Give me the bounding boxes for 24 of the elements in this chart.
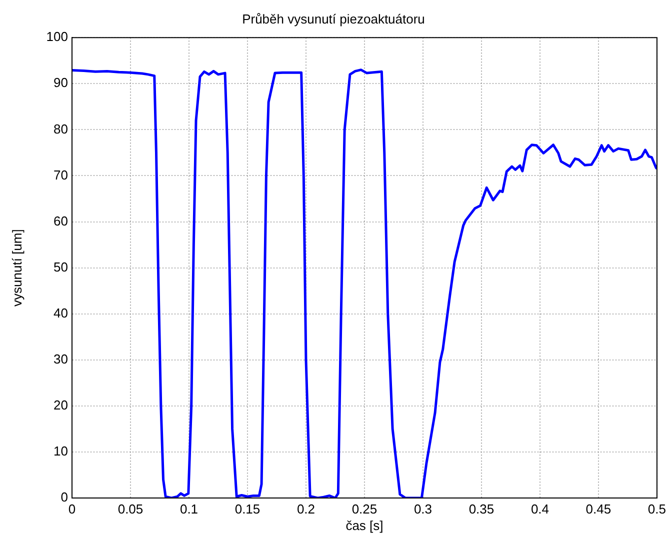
y-tick-label: 70	[54, 167, 68, 182]
y-tick-label: 40	[54, 305, 68, 320]
chart-title: Průběh vysunutí piezoaktuátoru	[242, 11, 425, 26]
y-axis-title: vysunutí [um]	[9, 229, 24, 306]
x-tick-label: 0.4	[530, 501, 550, 516]
x-tick-label: 0.45	[586, 501, 612, 516]
x-tick-label: 0.05	[118, 501, 144, 516]
x-tick-label: 0.2	[296, 501, 316, 516]
x-tick-label: 0.25	[352, 501, 378, 516]
y-tick-label: 10	[54, 444, 68, 459]
x-axis-title: čas [s]	[346, 518, 384, 533]
y-tick-label: 0	[60, 490, 68, 505]
y-tick-label: 60	[54, 213, 68, 228]
x-tick-label: 0.1	[180, 501, 198, 516]
y-tick-label: 80	[54, 121, 68, 136]
x-tick-label: 0.5	[648, 501, 666, 516]
y-tick-label: 30	[54, 351, 68, 366]
x-tick-label: 0.15	[234, 501, 260, 516]
x-tick-label: 0.35	[468, 501, 494, 516]
x-tick-label: 0.3	[414, 501, 432, 516]
y-tick-label: 20	[54, 398, 68, 412]
y-tick-label: 90	[54, 75, 68, 90]
y-tick-label: 50	[54, 259, 68, 274]
y-tick-label: 100	[46, 29, 68, 44]
